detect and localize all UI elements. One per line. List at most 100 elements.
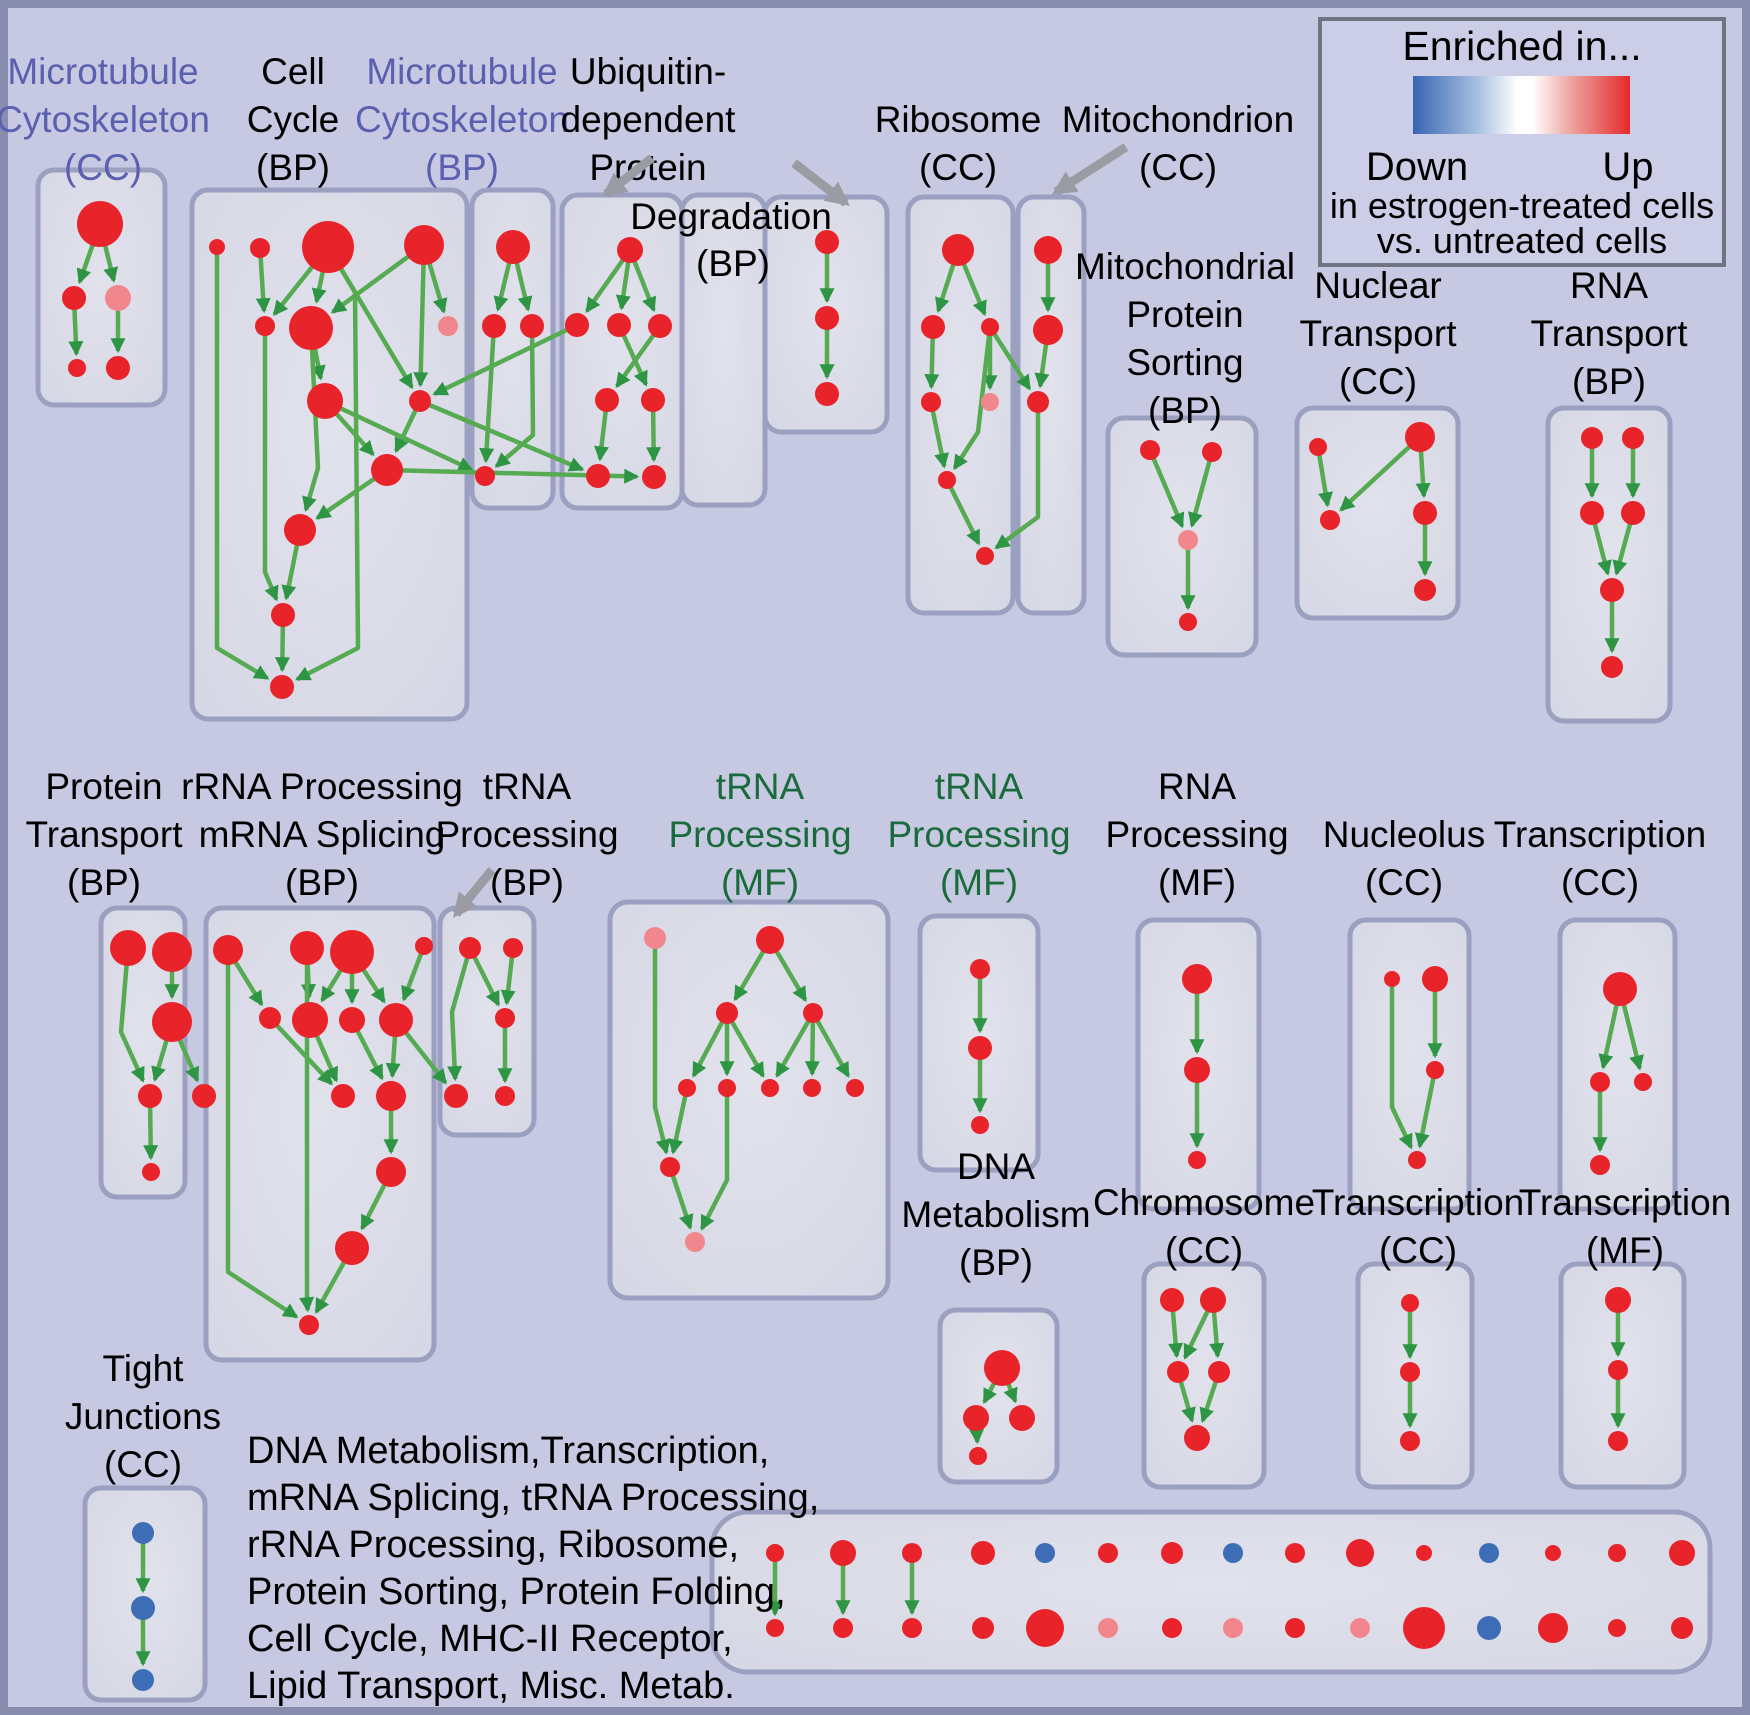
label-mitochondrial-protein-sorting-bp-line-2: Protein — [1126, 294, 1243, 335]
go-term-node-nt2 — [1405, 422, 1435, 452]
go-term-node-s3 — [376, 1157, 406, 1187]
edge-rb6-rb7 — [944, 478, 981, 546]
label-trna-processing-mf-1-line-3: (MF) — [721, 862, 799, 903]
label-mitochondrion-cc-line-2: (CC) — [1139, 147, 1217, 188]
legend: Enriched in... Down Up in estrogen-treat… — [1318, 17, 1726, 267]
go-term-node-m3 — [520, 314, 544, 338]
go-term-node-k3 — [1634, 1073, 1652, 1091]
label-trna-processing-mf-1-line-1: tRNA — [716, 766, 805, 807]
edge-y1n-y2n — [667, 1166, 694, 1230]
label-transcription-mf-line-2: (MF) — [1586, 1230, 1664, 1271]
go-term-node-misc-bottom-10 — [1350, 1618, 1370, 1638]
go-term-node-u4 — [648, 314, 672, 338]
go-term-node-rb2 — [921, 315, 945, 339]
go-term-node-misc-bottom-6 — [1098, 1618, 1118, 1638]
label-rna-processing-mf-line-1: RNA — [1158, 766, 1236, 807]
go-term-node-o4 — [1408, 1151, 1426, 1169]
go-term-node-nt3 — [1320, 510, 1340, 530]
go-term-node-misc-top-12 — [1479, 1543, 1499, 1563]
label-mitochondrion-cc-line-1: Mitochondrion — [1062, 99, 1294, 140]
go-term-node-h3 — [1167, 1361, 1189, 1383]
label-protein-transport-bp-line-1: Protein — [45, 766, 162, 807]
go-term-node-misc-top-9 — [1285, 1543, 1305, 1563]
label-nuclear-transport-cc-line-3: (CC) — [1339, 361, 1417, 402]
go-term-node-q1 — [459, 937, 481, 959]
go-term-node-u7 — [586, 464, 610, 488]
edge-w3-x5 — [811, 1011, 851, 1078]
go-term-node-t2 — [290, 931, 324, 965]
go-term-node-misc-top-8 — [1223, 1543, 1243, 1563]
go-term-node-misc-top-3 — [902, 1543, 922, 1563]
edge-w2-x3 — [725, 1011, 765, 1078]
edge-t2-s5 — [299, 948, 315, 1313]
go-term-node-w1 — [756, 926, 784, 954]
go-term-node-cc6 — [289, 306, 333, 350]
go-term-node-tj3 — [132, 1669, 154, 1691]
pointer-arrow-4 — [452, 867, 496, 918]
label-rna-transport-bp-line-3: (BP) — [1572, 361, 1646, 402]
go-term-node-misc-bottom-13 — [1538, 1613, 1568, 1643]
edge-x1-y1n — [668, 1087, 690, 1155]
go-term-node-m4 — [475, 466, 495, 486]
edge-w2-x1 — [691, 1011, 729, 1078]
label-transcription-mf-line-1: Transcription — [1519, 1182, 1731, 1223]
label-rrna-processing-mrna-splicing-bp-line-3: (BP) — [285, 862, 359, 903]
cluster-box-trnamf1 — [607, 899, 891, 1301]
label-tight-junctions-cc-line-1: Tight — [103, 1348, 185, 1389]
go-term-node-d3 — [1009, 1405, 1035, 1431]
go-term-node-tj1 — [132, 1522, 154, 1544]
go-term-node-f3 — [1608, 1431, 1628, 1451]
label-chromosome-cc-line-1: Chromosome — [1093, 1182, 1315, 1223]
go-term-node-cc3 — [302, 221, 354, 273]
label-trna-processing-bp-line-2: Processing — [435, 814, 618, 855]
go-term-node-x4 — [803, 1079, 821, 1097]
go-term-node-u5 — [595, 388, 619, 412]
go-term-node-cc13 — [270, 675, 294, 699]
label-ubiquitin-dependent-line-2: dependent — [561, 99, 737, 140]
edge-rb3-rb6 — [952, 326, 993, 471]
label-rna-processing-mf-line-3: (MF) — [1158, 862, 1236, 903]
edge-m2-m4 — [479, 325, 497, 464]
go-term-node-v2 — [815, 306, 839, 330]
go-term-node-mtcc2 — [62, 286, 86, 310]
cluster-box-txcc2 — [1557, 917, 1678, 1212]
go-term-node-h5 — [1184, 1425, 1210, 1451]
pointer-arrow-3 — [1051, 143, 1129, 196]
go-term-node-misc-top-6 — [1098, 1543, 1118, 1563]
edge-cc3-cc13 — [295, 245, 361, 682]
go-term-node-rb7 — [976, 547, 994, 565]
label-microtubule-cytoskeleton-bp-line-2: Cytoskeleton — [355, 99, 569, 140]
label-protein-transport-bp-line-3: (BP) — [67, 862, 141, 903]
go-term-node-rb6 — [938, 471, 956, 489]
cluster-box-rrna — [203, 905, 437, 1363]
go-term-node-mtcc4 — [68, 359, 86, 377]
go-term-node-u8 — [642, 465, 666, 489]
go-term-node-w3 — [803, 1003, 823, 1023]
go-term-node-rt1 — [1581, 427, 1603, 449]
annotation-arrows — [452, 143, 1129, 918]
cluster-box-dnam — [937, 1307, 1060, 1485]
go-term-node-cc8 — [307, 383, 343, 419]
go-term-node-y1n — [660, 1157, 680, 1177]
label-mitochondrial-protein-sorting-bp-line-1: Mitochondrial — [1075, 246, 1295, 287]
cluster-box-ribo — [905, 194, 1016, 616]
go-term-node-g2 — [1184, 1057, 1210, 1083]
go-term-node-u6 — [641, 388, 665, 412]
go-term-node-misc-top-1 — [766, 1544, 784, 1562]
go-term-node-tj2 — [131, 1596, 155, 1620]
go-term-node-o1 — [1384, 971, 1400, 987]
go-term-node-mtcc5 — [106, 356, 130, 380]
go-term-node-pt2 — [152, 932, 192, 972]
label-misc-cluster-list-line-3: rRNA Processing, Ribosome, — [247, 1524, 739, 1566]
go-term-node-misc-bottom-11 — [1403, 1607, 1445, 1649]
go-term-node-m1 — [496, 230, 530, 264]
edge-cc4-cc9 — [413, 244, 429, 388]
label-rna-processing-mf-line-2: Processing — [1105, 814, 1288, 855]
label-ubiquitin-dependent-line-1: Ubiquitin- — [570, 51, 726, 92]
legend-down-label: Down — [1366, 145, 1468, 189]
label-trna-processing-mf-2-line-2: Processing — [887, 814, 1070, 855]
nodes — [62, 201, 1695, 1691]
go-term-node-f1 — [1605, 1287, 1631, 1313]
go-term-node-misc-bottom-1 — [766, 1619, 784, 1637]
